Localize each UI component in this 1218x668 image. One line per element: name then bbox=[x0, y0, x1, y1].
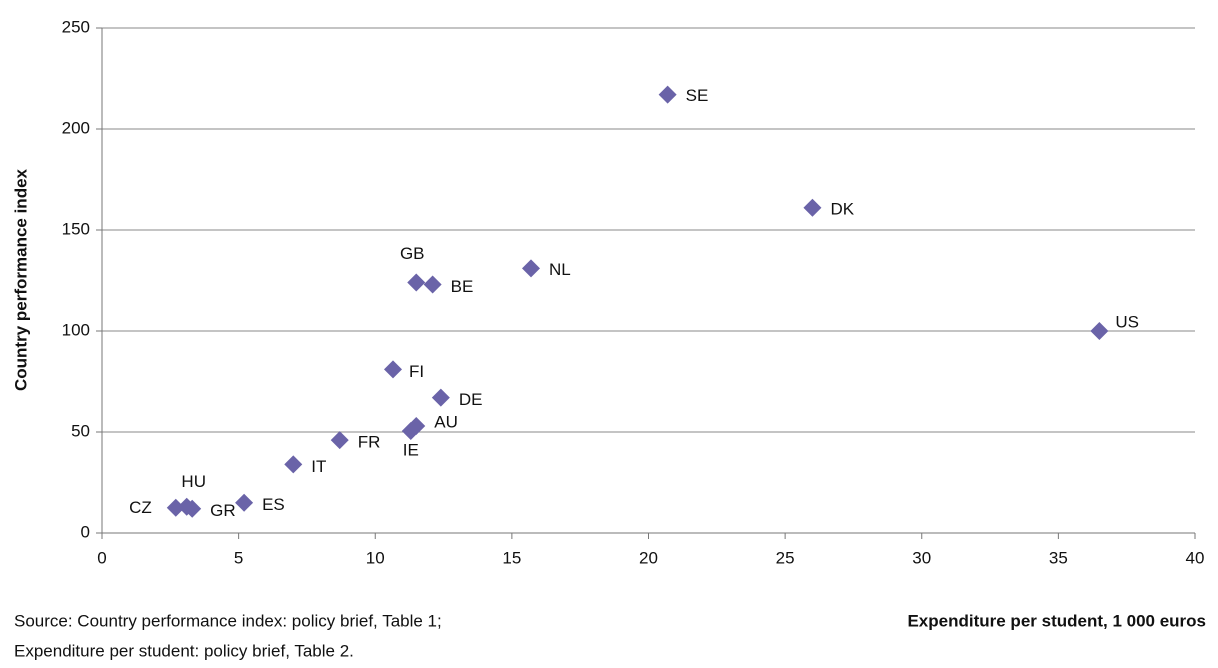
data-point bbox=[384, 360, 403, 379]
point-label: HU bbox=[181, 472, 206, 491]
point-label: IE bbox=[403, 440, 419, 459]
data-point bbox=[423, 275, 442, 294]
source-note: Source: Country performance index: polic… bbox=[14, 611, 442, 630]
source-note: Expenditure per student: policy brief, T… bbox=[14, 641, 354, 660]
x-tick-label: 20 bbox=[639, 548, 658, 567]
x-tick-label: 40 bbox=[1186, 548, 1205, 567]
y-tick-label: 250 bbox=[62, 17, 90, 36]
point-label: SE bbox=[686, 86, 709, 105]
data-point bbox=[284, 455, 303, 474]
data-point bbox=[803, 198, 822, 217]
y-tick-label: 100 bbox=[62, 320, 90, 339]
data-point bbox=[658, 85, 677, 104]
x-tick-label: 30 bbox=[912, 548, 931, 567]
y-tick-label: 50 bbox=[71, 421, 90, 440]
x-tick-label: 5 bbox=[234, 548, 243, 567]
y-tick-label: 200 bbox=[62, 118, 90, 137]
y-tick-label: 0 bbox=[81, 522, 90, 541]
y-tick-label: 150 bbox=[62, 219, 90, 238]
data-point bbox=[330, 431, 349, 450]
point-label: AU bbox=[434, 412, 458, 431]
data-point bbox=[1090, 322, 1109, 340]
point-label: FI bbox=[409, 362, 424, 381]
data-point bbox=[431, 388, 450, 407]
x-tick-label: 25 bbox=[776, 548, 795, 567]
point-label: BE bbox=[451, 277, 474, 296]
x-axis-title: Expenditure per student, 1 000 euros bbox=[907, 611, 1206, 630]
point-label: ES bbox=[262, 495, 285, 514]
data-point bbox=[183, 499, 202, 518]
point-label: GB bbox=[400, 244, 425, 263]
data-point bbox=[407, 273, 426, 292]
point-label: IT bbox=[311, 457, 326, 476]
x-tick-label: 0 bbox=[97, 548, 106, 567]
x-tick-label: 15 bbox=[502, 548, 521, 567]
point-label: US bbox=[1115, 312, 1139, 331]
data-point bbox=[235, 493, 254, 512]
data-point bbox=[401, 421, 420, 440]
point-label: FR bbox=[358, 433, 381, 452]
data-point bbox=[522, 259, 541, 278]
point-label: NL bbox=[549, 260, 571, 279]
y-axis-title: Country performance index bbox=[11, 168, 30, 391]
point-label: GR bbox=[210, 501, 236, 520]
x-tick-label: 35 bbox=[1049, 548, 1068, 567]
point-label: CZ bbox=[129, 498, 152, 517]
x-tick-label: 10 bbox=[366, 548, 385, 567]
point-label: DE bbox=[459, 390, 483, 409]
point-label: DK bbox=[830, 199, 854, 218]
data-point bbox=[166, 498, 185, 517]
